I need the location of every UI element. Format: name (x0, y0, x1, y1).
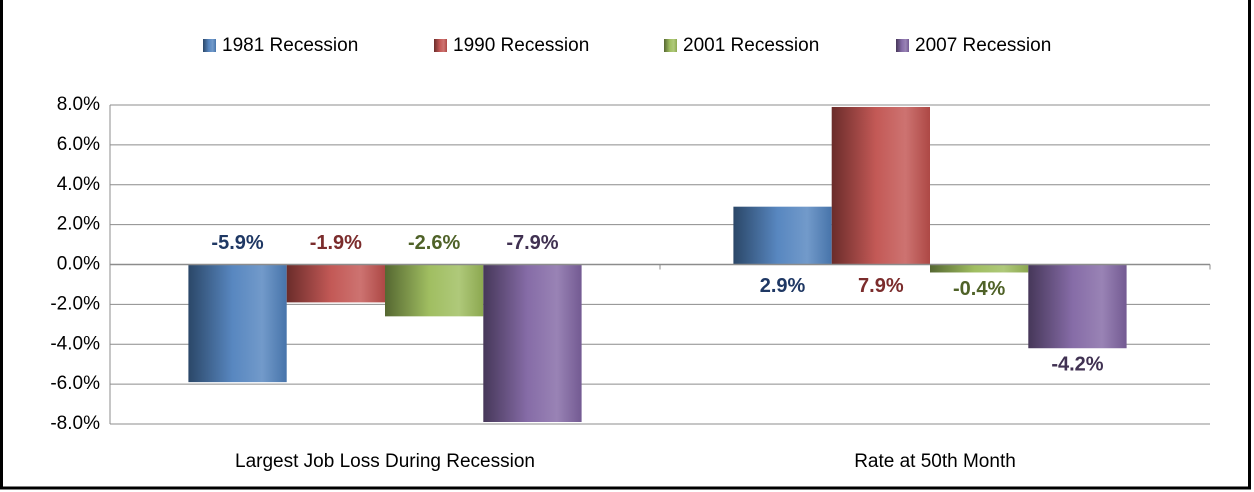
legend-label: 1981 Recession (222, 35, 358, 56)
x-tick-label: Largest Job Loss During Recession (235, 451, 535, 472)
value-label: -5.9% (211, 232, 263, 254)
legend-label: 2007 Recession (915, 35, 1051, 56)
bar (188, 264, 287, 383)
bar (930, 264, 1029, 273)
legend-label: 1990 Recession (453, 35, 589, 56)
y-tick-label: 2.0% (57, 214, 100, 235)
y-tick-label: 4.0% (57, 174, 100, 195)
bar (385, 264, 484, 317)
bar (483, 264, 582, 423)
bar (733, 206, 832, 265)
legend-label: 2001 Recession (683, 35, 819, 56)
y-tick-label: 6.0% (57, 134, 100, 155)
value-label: -2.6% (408, 232, 460, 254)
y-tick-label: 8.0% (57, 94, 100, 115)
bar (1028, 264, 1127, 349)
bar (831, 106, 930, 265)
value-label: 7.9% (858, 275, 904, 297)
value-label: -4.2% (1051, 354, 1103, 376)
value-label: -1.9% (310, 232, 362, 254)
legend-swatch (664, 39, 677, 52)
y-tick-label: -6.0% (50, 373, 100, 394)
legend-swatch (434, 39, 447, 52)
value-label: -0.4% (953, 278, 1005, 300)
y-tick-label: 0.0% (57, 254, 100, 275)
y-tick-label: -2.0% (50, 293, 100, 314)
x-tick-label: Rate at 50th Month (854, 451, 1016, 472)
legend-swatch (896, 39, 909, 52)
value-label: 2.9% (760, 275, 806, 297)
y-tick-label: -8.0% (50, 413, 100, 434)
value-label: -7.9% (506, 232, 558, 254)
legend-swatch (203, 39, 216, 52)
bar (286, 264, 385, 303)
y-tick-label: -4.0% (50, 333, 100, 354)
